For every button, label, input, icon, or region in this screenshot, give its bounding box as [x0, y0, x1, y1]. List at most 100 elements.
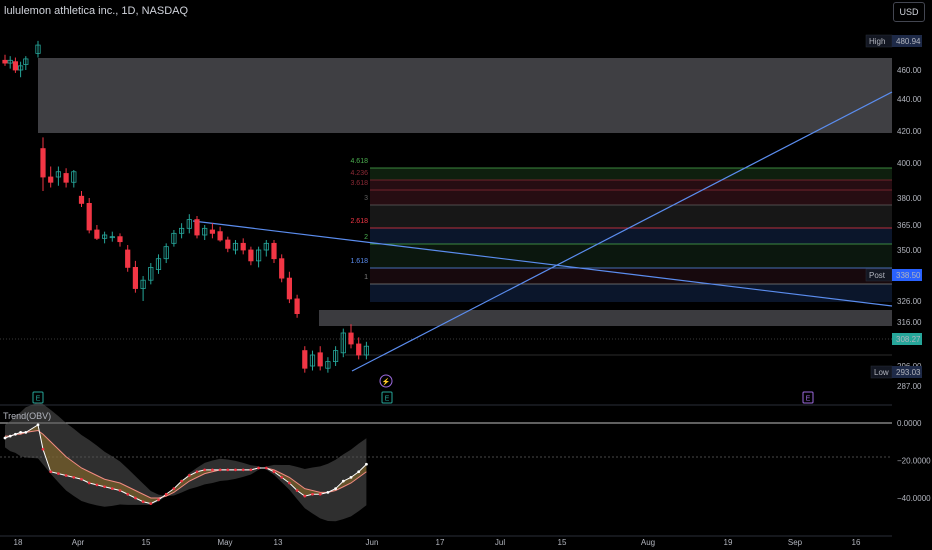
- indicator-title[interactable]: Trend(OBV): [3, 411, 52, 421]
- earnings-marker: [802, 391, 814, 404]
- earnings-marker-label: E: [806, 396, 811, 403]
- obv-point: [19, 430, 22, 434]
- currency-button[interactable]: USD: [893, 2, 925, 22]
- fib-level-label: 4.618: [350, 158, 368, 165]
- candle-body: [140, 279, 146, 289]
- fib-band: [370, 168, 892, 180]
- indicator-tick-label: −20.0000: [897, 457, 931, 466]
- indicator-tick-label: 0.0000: [897, 419, 922, 428]
- candle-body: [255, 249, 262, 262]
- candle-body: [2, 59, 8, 64]
- fib-level-label: 1.618: [350, 258, 368, 265]
- candle-body: [117, 236, 123, 243]
- fib-level-label: 1: [364, 274, 368, 281]
- obv-point: [241, 468, 245, 472]
- candle-body: [63, 173, 69, 183]
- fib-band: [370, 268, 892, 284]
- fib-band: [370, 228, 892, 244]
- time-tick-label: Apr: [72, 538, 85, 547]
- descending-trendline: [192, 220, 893, 307]
- obv-point: [41, 447, 45, 451]
- candle-body: [102, 234, 108, 239]
- obv-point: [134, 496, 137, 500]
- candle-body: [55, 171, 62, 178]
- post-market-price-value-box: [892, 269, 922, 281]
- obv-point: [341, 479, 345, 483]
- candle-body: [348, 332, 354, 345]
- time-tick-label: 18: [14, 538, 23, 547]
- obv-point: [64, 474, 68, 477]
- price-tick-label: 400.00: [897, 159, 922, 168]
- obv-point: [288, 481, 291, 485]
- candle-body: [194, 219, 200, 236]
- time-tick-label: Jun: [366, 538, 379, 547]
- price-tick-label: 420.00: [897, 127, 922, 136]
- candle-body: [40, 148, 46, 178]
- candle-body: [340, 332, 346, 354]
- candle-body: [309, 354, 316, 367]
- obv-point: [318, 492, 322, 496]
- high-price-value-box: [892, 35, 922, 47]
- indicator-envelope: [5, 402, 367, 522]
- candle-body: [86, 202, 92, 231]
- obv-point: [36, 423, 40, 427]
- support-zone: [319, 310, 892, 326]
- candle-body: [78, 195, 85, 204]
- obv-point: [334, 487, 337, 491]
- time-tick-label: 15: [558, 538, 567, 547]
- candle-body: [202, 227, 208, 236]
- price-tick-label: 460.00: [897, 66, 922, 75]
- obv-point: [3, 436, 7, 440]
- obv-point: [226, 468, 230, 472]
- fib-band: [370, 190, 892, 205]
- candle-body: [163, 246, 169, 260]
- obv-point: [110, 487, 114, 491]
- obv-point: [257, 466, 260, 470]
- fib-band: [370, 284, 892, 302]
- obv-point: [49, 470, 53, 474]
- post-market-price-label: Post: [869, 271, 886, 280]
- split-event-icon-glyph: ⚡: [382, 377, 391, 386]
- candle-body: [363, 345, 370, 356]
- candle-body: [209, 229, 215, 234]
- candle-body: [35, 44, 41, 54]
- time-tick-label: 19: [724, 538, 733, 547]
- obv-point: [164, 492, 168, 496]
- obv-point: [218, 468, 222, 472]
- fib-level-label: 2: [364, 234, 368, 241]
- low-price-value-box: [892, 366, 922, 378]
- candle-body: [94, 229, 100, 239]
- split-event-icon: [379, 374, 393, 388]
- candle-body: [294, 298, 300, 315]
- last-price-value: 308.27: [896, 335, 921, 344]
- obv-point: [72, 475, 76, 479]
- candle-body: [17, 65, 24, 71]
- obv-point: [311, 492, 314, 496]
- obv-point: [195, 470, 199, 474]
- candle-body: [125, 249, 131, 268]
- candle-body: [263, 242, 269, 251]
- obv-point: [303, 494, 307, 498]
- obv-point: [87, 481, 91, 485]
- last-price-value-box: [892, 333, 922, 345]
- obv-point: [280, 475, 284, 479]
- obv-point: [157, 498, 160, 502]
- obv-point: [103, 485, 106, 489]
- chart-title: lululemon athletica inc., 1D, NASDAQ: [4, 5, 189, 17]
- candle-body: [132, 266, 138, 289]
- ascending-trendline: [351, 91, 893, 372]
- candle-body: [248, 249, 254, 262]
- time-tick-label: Jul: [495, 538, 505, 547]
- obv-point: [203, 468, 207, 472]
- time-tick-label: May: [217, 538, 232, 547]
- candle-body: [109, 236, 115, 239]
- low-price-value: 293.03: [896, 368, 921, 377]
- time-tick-label: 15: [142, 538, 151, 547]
- indicator-tick-label: −40.0000: [897, 494, 931, 503]
- price-tick-label: 326.00: [897, 297, 922, 306]
- obv-signal-line: [5, 429, 367, 499]
- obv-point: [264, 466, 268, 470]
- candle-body: [356, 343, 362, 356]
- candle-body: [232, 242, 239, 251]
